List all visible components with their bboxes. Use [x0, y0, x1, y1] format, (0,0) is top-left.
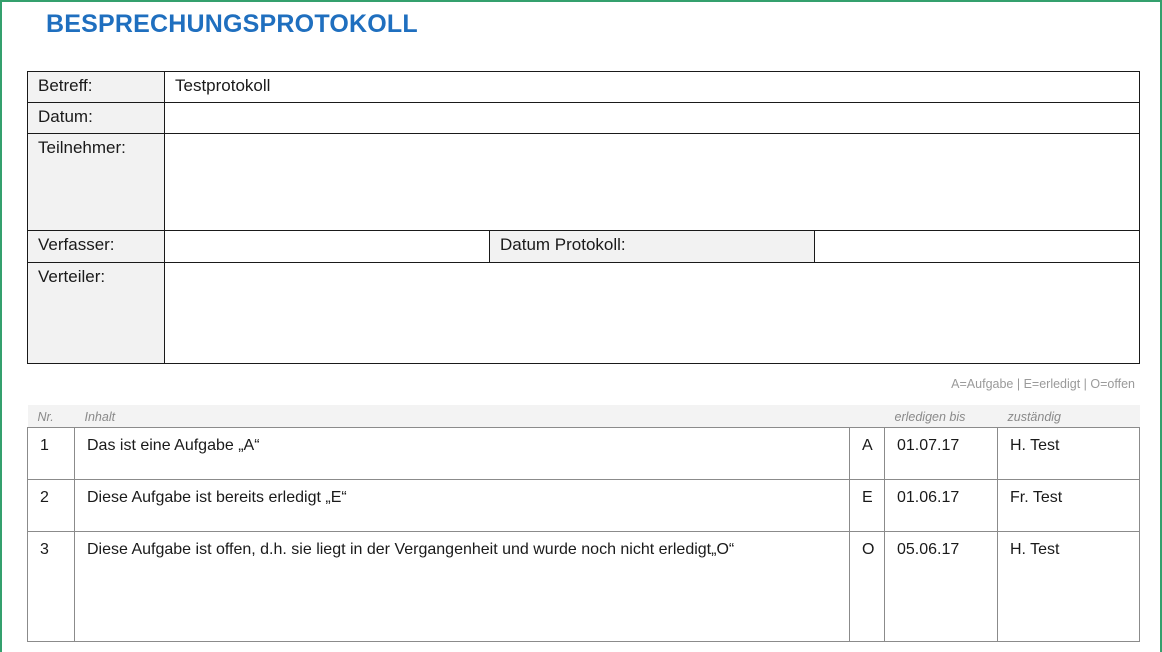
task-inhalt[interactable]: Diese Aufgabe ist bereits erledigt „E“ — [74, 479, 850, 532]
task-status[interactable]: A — [849, 427, 885, 480]
meta-row-datum: Datum: — [27, 102, 1140, 134]
tasks-header-inhalt: Inhalt — [74, 405, 850, 428]
tasks-header-due: erledigen bis — [884, 405, 998, 428]
table-row: 3 Diese Aufgabe ist offen, d.h. sie lieg… — [27, 531, 1140, 642]
task-inhalt[interactable]: Das ist eine Aufgabe „A“ — [74, 427, 850, 480]
meta-value-datum-protokoll[interactable] — [814, 229, 1140, 263]
task-owner[interactable]: Fr. Test — [997, 479, 1140, 532]
meta-value-betreff[interactable]: Testprotokoll — [164, 71, 1140, 103]
meta-row-teilnehmer: Teilnehmer: — [27, 132, 1140, 231]
tasks-table: Nr. Inhalt erledigen bis zuständig 1 Das… — [27, 405, 1140, 642]
task-inhalt[interactable]: Diese Aufgabe ist offen, d.h. sie liegt … — [74, 531, 850, 642]
meta-label-betreff: Betreff: — [27, 71, 165, 103]
meta-row-verfasser: Verfasser: Datum Protokoll: — [27, 229, 1140, 263]
task-due[interactable]: 05.06.17 — [884, 531, 998, 642]
task-owner[interactable]: H. Test — [997, 531, 1140, 642]
meta-label-teilnehmer: Teilnehmer: — [27, 132, 165, 231]
tasks-header-owner: zuständig — [997, 405, 1140, 428]
meta-value-datum[interactable] — [164, 102, 1140, 134]
meta-label-datum: Datum: — [27, 102, 165, 134]
task-nr: 3 — [27, 531, 75, 642]
meta-value-verfasser[interactable] — [164, 229, 490, 263]
meta-label-datum-protokoll: Datum Protokoll: — [489, 229, 815, 263]
task-status[interactable]: E — [849, 479, 885, 532]
page-title: BESPRECHUNGSPROTOKOLL — [46, 10, 418, 38]
meta-row-verteiler: Verteiler: — [27, 261, 1140, 364]
task-nr: 1 — [27, 427, 75, 480]
meta-label-verfasser: Verfasser: — [27, 229, 165, 263]
table-row: 1 Das ist eine Aufgabe „A“ A 01.07.17 H.… — [27, 427, 1140, 480]
meta-value-verteiler[interactable] — [164, 261, 1140, 364]
meta-label-verteiler: Verteiler: — [27, 261, 165, 364]
tasks-header-nr: Nr. — [27, 405, 75, 428]
meta-value-teilnehmer[interactable] — [164, 132, 1140, 231]
table-row: 2 Diese Aufgabe ist bereits erledigt „E“… — [27, 479, 1140, 532]
task-due[interactable]: 01.06.17 — [884, 479, 998, 532]
tasks-header-status — [849, 405, 885, 428]
task-due[interactable]: 01.07.17 — [884, 427, 998, 480]
task-nr: 2 — [27, 479, 75, 532]
meeting-meta-table: Betreff: Testprotokoll Datum: Teilnehmer… — [27, 71, 1140, 364]
status-legend: A=Aufgabe | E=erledigt | O=offen — [951, 377, 1135, 391]
tasks-header-row: Nr. Inhalt erledigen bis zuständig — [27, 405, 1140, 428]
meta-row-betreff: Betreff: Testprotokoll — [27, 71, 1140, 103]
task-status[interactable]: O — [849, 531, 885, 642]
task-owner[interactable]: H. Test — [997, 427, 1140, 480]
